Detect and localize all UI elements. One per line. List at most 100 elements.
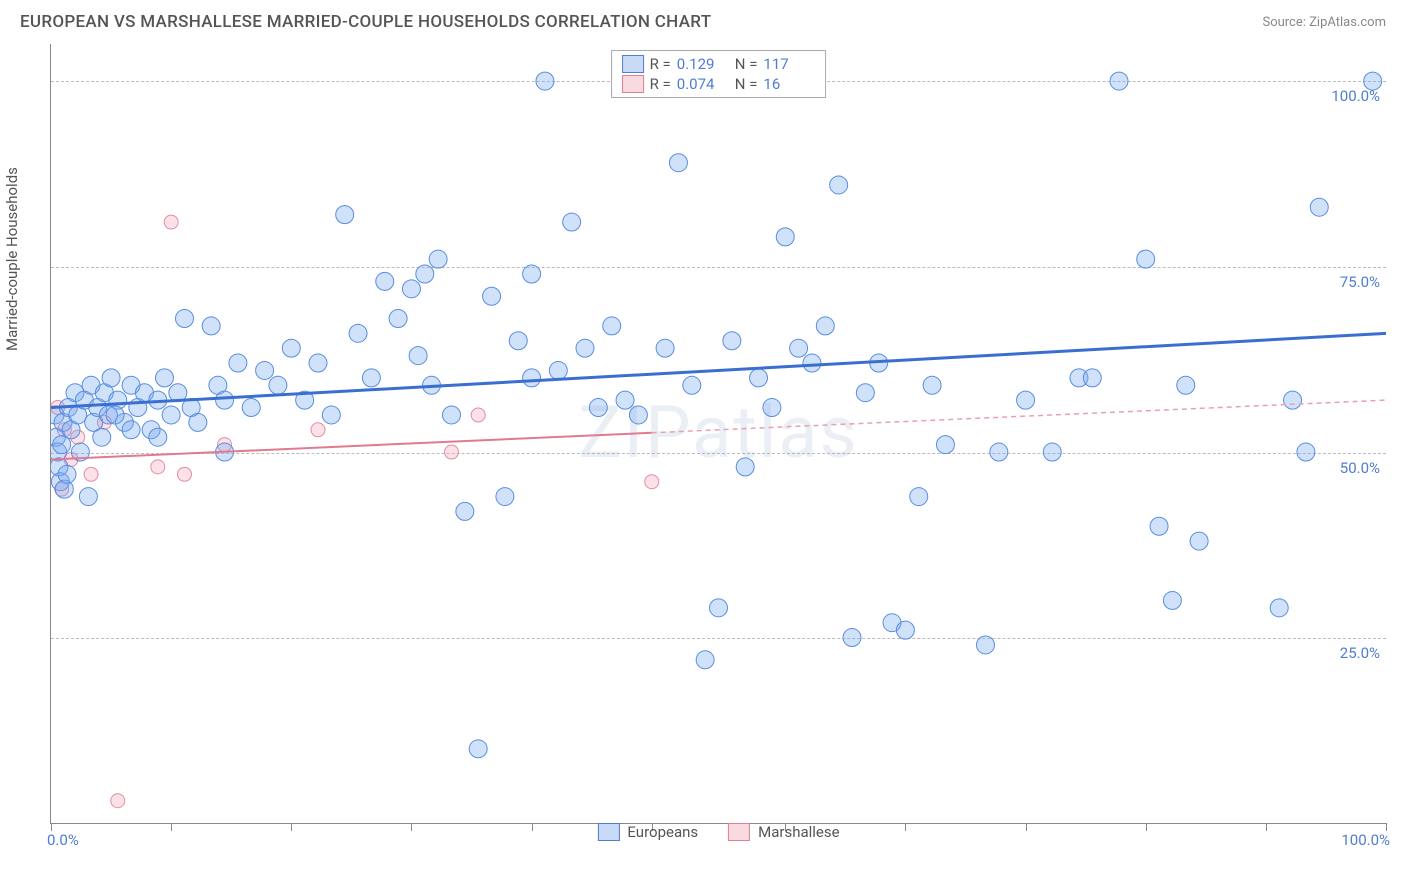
- data-point: [469, 740, 487, 758]
- data-point: [176, 310, 194, 328]
- data-point: [683, 376, 701, 394]
- data-point: [776, 228, 794, 246]
- data-point: [362, 369, 380, 387]
- data-point: [79, 488, 97, 506]
- data-point: [84, 467, 98, 481]
- data-point: [445, 445, 459, 459]
- data-point: [645, 475, 659, 489]
- x-tick: [171, 823, 172, 831]
- legend-label-europeans: Europeans: [627, 823, 698, 841]
- data-point: [896, 621, 914, 639]
- legend-item-marshallese: Marshallese: [728, 823, 839, 841]
- data-point: [563, 213, 581, 231]
- legend-swatch-blue-icon: [622, 55, 644, 73]
- data-point: [523, 265, 541, 283]
- x-tick: [1266, 823, 1267, 831]
- data-point: [376, 272, 394, 290]
- legend-series: Europeans Marshallese: [597, 823, 839, 841]
- legend-swatch-pink-icon: [622, 75, 644, 93]
- data-point: [164, 215, 178, 229]
- r-value-marshallese: 0.074: [677, 75, 729, 93]
- data-point: [549, 361, 567, 379]
- data-point: [830, 176, 848, 194]
- trend-line: [51, 433, 652, 460]
- data-point: [162, 406, 180, 424]
- data-point: [669, 154, 687, 172]
- data-point: [189, 413, 207, 431]
- data-point: [1177, 376, 1195, 394]
- chart-header: EUROPEAN VS MARSHALLESE MARRIED-COUPLE H…: [0, 0, 1406, 36]
- legend-row-europeans: R = 0.129 N = 117: [622, 54, 816, 74]
- data-point: [229, 354, 247, 372]
- data-point: [311, 423, 325, 437]
- data-point: [349, 324, 367, 342]
- chart-title: EUROPEAN VS MARSHALLESE MARRIED-COUPLE H…: [20, 12, 711, 32]
- r-label: R =: [650, 55, 671, 73]
- data-point: [336, 206, 354, 224]
- data-point: [1110, 72, 1128, 90]
- x-tick: [532, 823, 533, 831]
- data-point: [736, 458, 754, 476]
- data-point: [496, 488, 514, 506]
- data-point: [710, 599, 728, 617]
- legend-label-marshallese: Marshallese: [758, 823, 839, 841]
- x-tick: [1026, 823, 1027, 831]
- data-point: [1137, 250, 1155, 268]
- x-axis-max-label: 100.0%: [1341, 831, 1390, 849]
- data-point: [1163, 591, 1181, 609]
- data-point: [790, 339, 808, 357]
- data-point: [576, 339, 594, 357]
- data-point: [1017, 391, 1035, 409]
- data-point: [416, 265, 434, 283]
- data-point: [151, 460, 165, 474]
- data-point: [816, 317, 834, 335]
- legend-correlation: R = 0.129 N = 117 R = 0.074 N = 16: [611, 50, 827, 98]
- data-point: [509, 332, 527, 350]
- chart-container: Married-couple Households ZIPatlas 25.0%…: [50, 44, 1386, 824]
- data-point: [1284, 391, 1302, 409]
- legend-row-marshallese: R = 0.074 N = 16: [622, 74, 816, 94]
- data-point: [536, 72, 554, 90]
- y-axis-label: Married-couple Households: [3, 167, 21, 351]
- n-value-europeans: 117: [763, 55, 815, 73]
- data-point: [923, 376, 941, 394]
- data-point: [936, 436, 954, 454]
- data-point: [1364, 72, 1382, 90]
- data-point: [155, 369, 173, 387]
- n-value-marshallese: 16: [763, 75, 815, 93]
- data-point: [856, 384, 874, 402]
- data-point: [242, 399, 260, 417]
- data-point: [990, 443, 1008, 461]
- data-point: [1190, 532, 1208, 550]
- data-point: [269, 376, 287, 394]
- data-point: [106, 406, 124, 424]
- data-point: [523, 369, 541, 387]
- x-tick: [1146, 823, 1147, 831]
- x-tick: [1386, 823, 1387, 831]
- data-point: [178, 467, 192, 481]
- data-point: [656, 339, 674, 357]
- n-label: N =: [735, 75, 758, 93]
- data-point: [1297, 443, 1315, 461]
- data-point: [389, 310, 407, 328]
- data-point: [1043, 443, 1061, 461]
- data-point: [443, 406, 461, 424]
- legend-swatch-blue-icon: [597, 823, 619, 841]
- r-label: R =: [650, 75, 671, 93]
- data-point: [282, 339, 300, 357]
- x-tick: [411, 823, 412, 831]
- data-point: [111, 794, 125, 808]
- data-point: [696, 651, 714, 669]
- data-point: [616, 391, 634, 409]
- data-point: [803, 354, 821, 372]
- x-axis-min-label: 0.0%: [47, 831, 79, 849]
- x-tick: [291, 823, 292, 831]
- data-point: [977, 636, 995, 654]
- legend-swatch-pink-icon: [728, 823, 750, 841]
- x-tick: [51, 823, 52, 831]
- data-point: [256, 361, 274, 379]
- data-point: [456, 502, 474, 520]
- data-point: [629, 406, 647, 424]
- data-point: [723, 332, 741, 350]
- data-point: [843, 629, 861, 647]
